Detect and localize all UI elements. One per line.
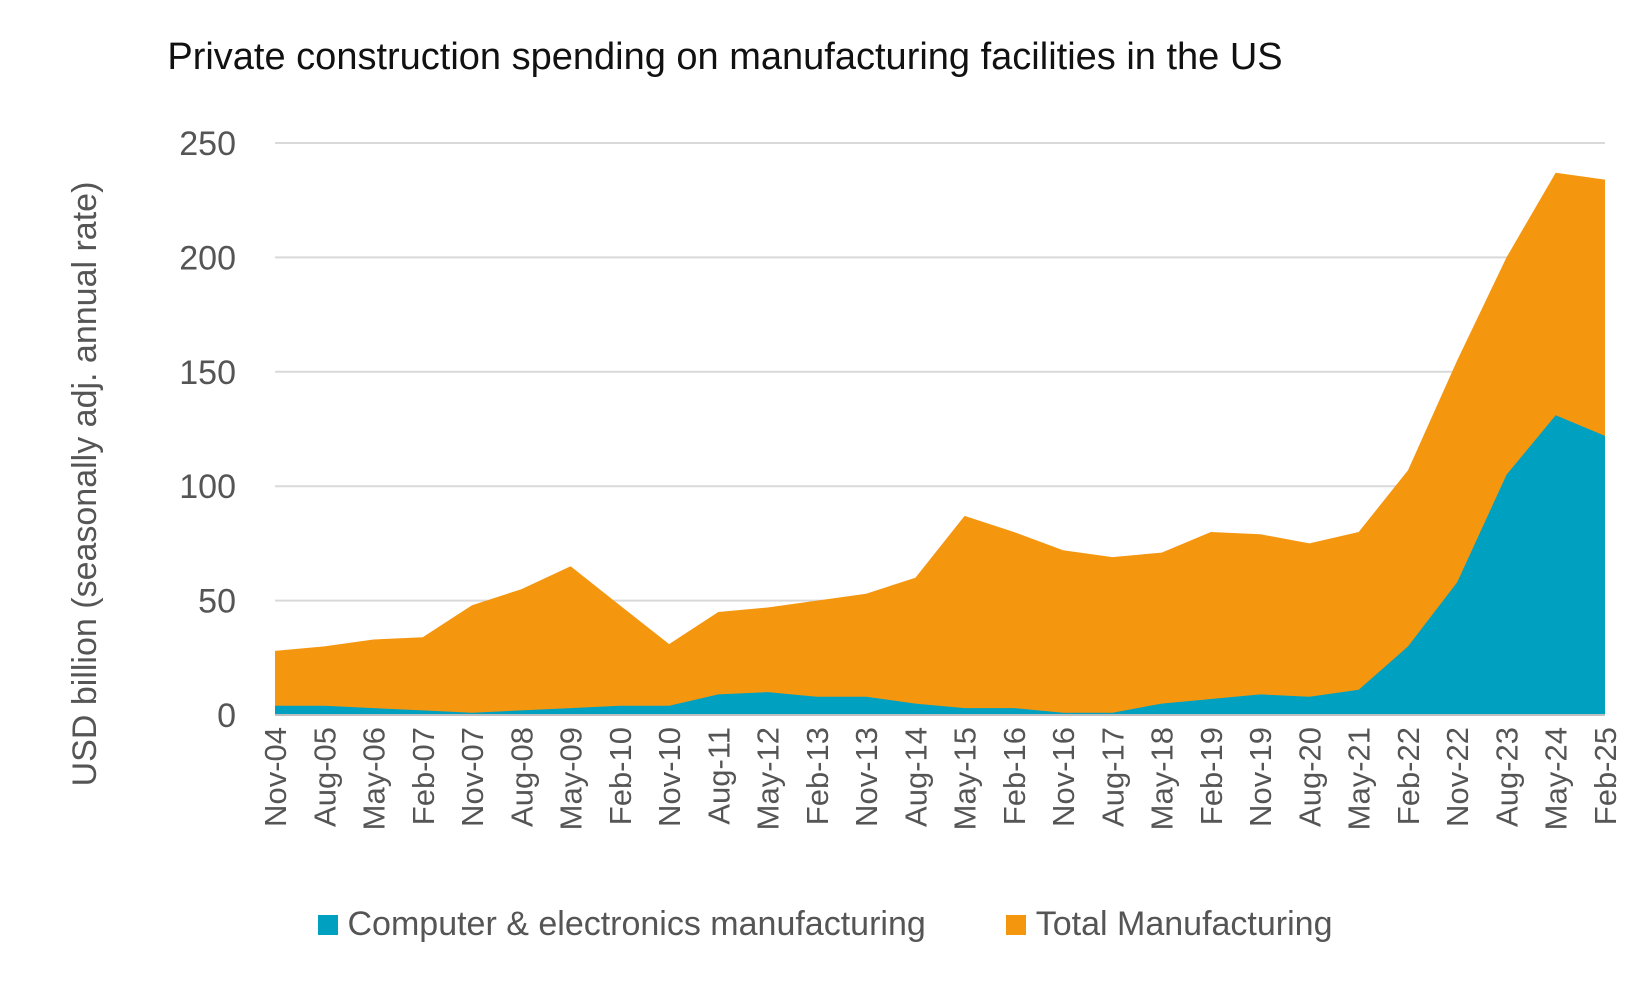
x-tick-label: Aug-08 <box>504 727 539 827</box>
legend-swatch-computer <box>317 914 338 935</box>
area-computer-electronics <box>275 415 1605 715</box>
x-tick-label: Aug-23 <box>1490 727 1525 827</box>
chart-title: Private construction spending on manufac… <box>167 36 1283 78</box>
legend-item-total: Total Manufacturing <box>1005 905 1333 944</box>
x-tick-label: Nov-10 <box>652 727 687 827</box>
y-tick-label: 0 <box>217 697 236 735</box>
x-tick-label: May-18 <box>1145 727 1180 830</box>
x-tick-label: May-09 <box>554 727 589 830</box>
legend-label-computer: Computer & electronics manufacturing <box>347 905 926 943</box>
series-areas <box>275 172 1605 716</box>
x-tick-label: Feb-16 <box>997 727 1032 825</box>
x-tick-label: Feb-07 <box>406 727 441 825</box>
x-tick-label: Nov-04 <box>258 727 293 827</box>
legend-swatch-total <box>1005 914 1026 935</box>
x-tick-label: May-15 <box>948 727 983 830</box>
y-tick-label: 250 <box>179 125 236 163</box>
x-tick-label: Feb-19 <box>1194 727 1229 825</box>
y-axis-label: USD billion (seasonally adj. annual rate… <box>66 182 104 787</box>
y-tick-label: 50 <box>198 583 236 621</box>
legend-label-total: Total Manufacturing <box>1035 905 1333 943</box>
x-tick-label: Nov-07 <box>455 727 490 827</box>
x-tick-label: May-06 <box>357 727 392 830</box>
x-tick-label: Aug-11 <box>701 727 736 825</box>
x-tick-label: Aug-14 <box>898 727 933 827</box>
x-tick-label: Nov-16 <box>1046 727 1081 827</box>
x-tick-label: Nov-13 <box>849 727 884 827</box>
x-tick-label: Feb-25 <box>1588 727 1623 825</box>
x-tick-label: Nov-19 <box>1243 727 1278 827</box>
y-axis-ticks: 0 50 100 150 200 250 <box>179 125 236 735</box>
x-tick-label: Feb-13 <box>800 727 835 825</box>
x-tick-label: May-24 <box>1539 727 1574 830</box>
x-tick-label: Nov-22 <box>1440 727 1475 827</box>
y-tick-label: 100 <box>179 468 236 506</box>
x-axis-ticks: Nov-04 Aug-05 May-06 Feb-07 Nov-07 Aug-08 May-… <box>258 727 1623 830</box>
x-tick-label: Feb-22 <box>1391 727 1426 825</box>
legend: Computer & electronics manufacturing Tot… <box>0 905 1650 944</box>
area-total-manufacturing <box>275 172 1605 715</box>
legend-item-computer: Computer & electronics manufacturing <box>317 905 926 944</box>
x-tick-label: Feb-10 <box>603 727 638 825</box>
y-tick-label: 200 <box>179 239 236 277</box>
x-tick-label: May-21 <box>1342 727 1377 830</box>
y-tick-label: 150 <box>179 354 236 392</box>
x-tick-label: Aug-20 <box>1292 727 1327 827</box>
x-tick-label: Aug-05 <box>307 727 342 827</box>
x-tick-label: May-12 <box>751 727 786 830</box>
x-tick-label: Aug-17 <box>1095 727 1130 827</box>
